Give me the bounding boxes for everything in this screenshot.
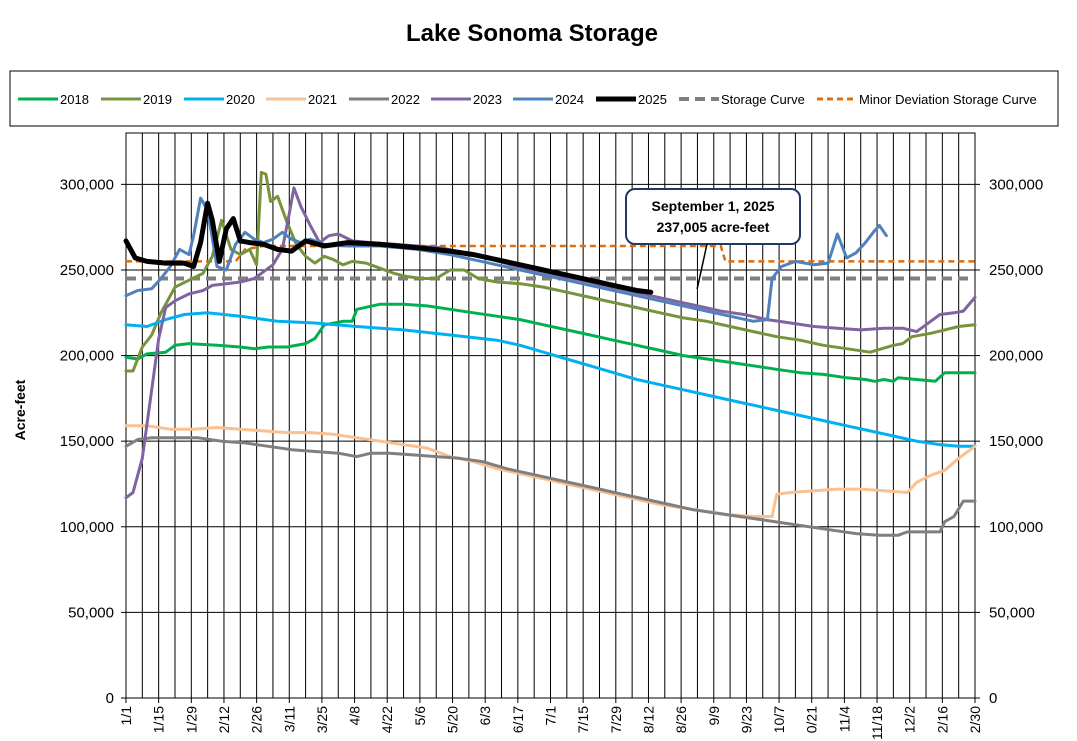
x-tick-label: 3/25 [314, 706, 330, 733]
x-tick-label: 3/11 [281, 706, 297, 732]
x-tick-label: 7/15 [575, 706, 591, 733]
chart-title: Lake Sonoma Storage [406, 20, 658, 47]
legend-label: Minor Deviation Storage Curve [859, 92, 1037, 107]
x-tick-label: 8/26 [673, 706, 689, 733]
y-tick-label-right: 250,000 [989, 262, 1043, 279]
x-tick-label: 11/18 [869, 706, 885, 740]
x-tick-label: 8/12 [640, 706, 656, 733]
x-tick-label: 1/15 [151, 706, 167, 733]
y-tick-label-left: 0 [106, 690, 114, 707]
x-tick-label: 11/4 [836, 706, 852, 732]
x-tick-label: 9/23 [738, 706, 754, 733]
x-tick-label: 6/17 [510, 706, 526, 733]
y-axis-label: Acre-feet [12, 379, 28, 440]
y-tick-label-left: 50,000 [68, 604, 114, 621]
x-tick-label: 4/8 [347, 706, 363, 726]
series-layer [123, 170, 977, 537]
y-tick-label-right: 200,000 [989, 348, 1043, 365]
x-tick-label: 10/7 [771, 706, 787, 733]
x-tick-label: 7/29 [608, 706, 624, 733]
y-tick-label-right: 100,000 [989, 519, 1043, 536]
y-tick-label-left: 100,000 [60, 519, 114, 536]
legend-label: Storage Curve [721, 92, 805, 107]
callout-text: 237,005 acre-feet [657, 219, 770, 235]
x-tick-label: 12/2 [902, 706, 918, 733]
legend-label: 2025 [638, 92, 667, 107]
x-tick-label: 5/20 [445, 706, 461, 733]
legend-label: 2022 [391, 92, 420, 107]
legend-label: 2019 [143, 92, 172, 107]
y-tick-label-right: 150,000 [989, 433, 1043, 450]
annotation-callout: September 1, 2025 237,005 acre-feet [625, 188, 801, 290]
x-tick-label: 2/16 [934, 706, 950, 733]
legend-label: 2024 [555, 92, 584, 107]
x-tick-label: 2/26 [249, 706, 265, 733]
y-tick-label-right: 300,000 [989, 176, 1043, 193]
callout-text: September 1, 2025 [652, 198, 775, 214]
series-line-2025 [123, 200, 654, 295]
y-tick-label-left: 200,000 [60, 348, 114, 365]
series-line-2021 [124, 424, 977, 518]
series-line-2022 [124, 436, 977, 537]
series-line-2019 [124, 170, 977, 373]
legend-label: 2023 [473, 92, 502, 107]
series-line-2018 [124, 302, 977, 383]
y-tick-label-left: 150,000 [60, 433, 114, 450]
y-tick-label-left: 250,000 [60, 262, 114, 279]
x-tick-label: 6/3 [477, 706, 493, 726]
x-tick-label: 1/29 [183, 706, 199, 733]
series-line-minor-deviation-storage-curve [126, 244, 975, 263]
x-tick-label: 9/9 [706, 706, 722, 726]
x-tick-label: 7/1 [543, 706, 559, 726]
x-tick-label: 1/1 [118, 706, 134, 726]
x-tick-label: 0/21 [804, 706, 820, 733]
legend-label: 2021 [308, 92, 337, 107]
y-tick-label-right: 0 [989, 690, 997, 707]
callout-pointer [696, 243, 708, 290]
y-axis-right: 0 50,000 100,000 150,000 200,000 250,000 300,0… [975, 176, 1043, 707]
series-line-2020 [124, 311, 977, 448]
x-tick-label: 2/12 [216, 706, 232, 733]
y-axis-left: 0 50,000 100,000 150,000 200,000 250,000 300,0… [60, 176, 126, 707]
x-axis: 1/1 1/15 1/29 2/12 2/26 3/11 3/25 4/8 4/22 5/6 5/2… [118, 698, 983, 740]
y-tick-label-left: 300,000 [60, 176, 114, 193]
legend-label: 2020 [226, 92, 255, 107]
series-line-2024 [124, 196, 888, 323]
y-tick-label-right: 50,000 [989, 604, 1035, 621]
legend: 2018 2019 2020 2021 2022 2023 2024 2025 Storage … [18, 92, 1037, 107]
x-tick-label: 5/6 [412, 706, 428, 726]
callout-box [625, 188, 801, 245]
x-tick-label: 2/30 [967, 706, 983, 733]
x-tick-label: 4/22 [379, 706, 395, 733]
legend-label: 2018 [60, 92, 89, 107]
